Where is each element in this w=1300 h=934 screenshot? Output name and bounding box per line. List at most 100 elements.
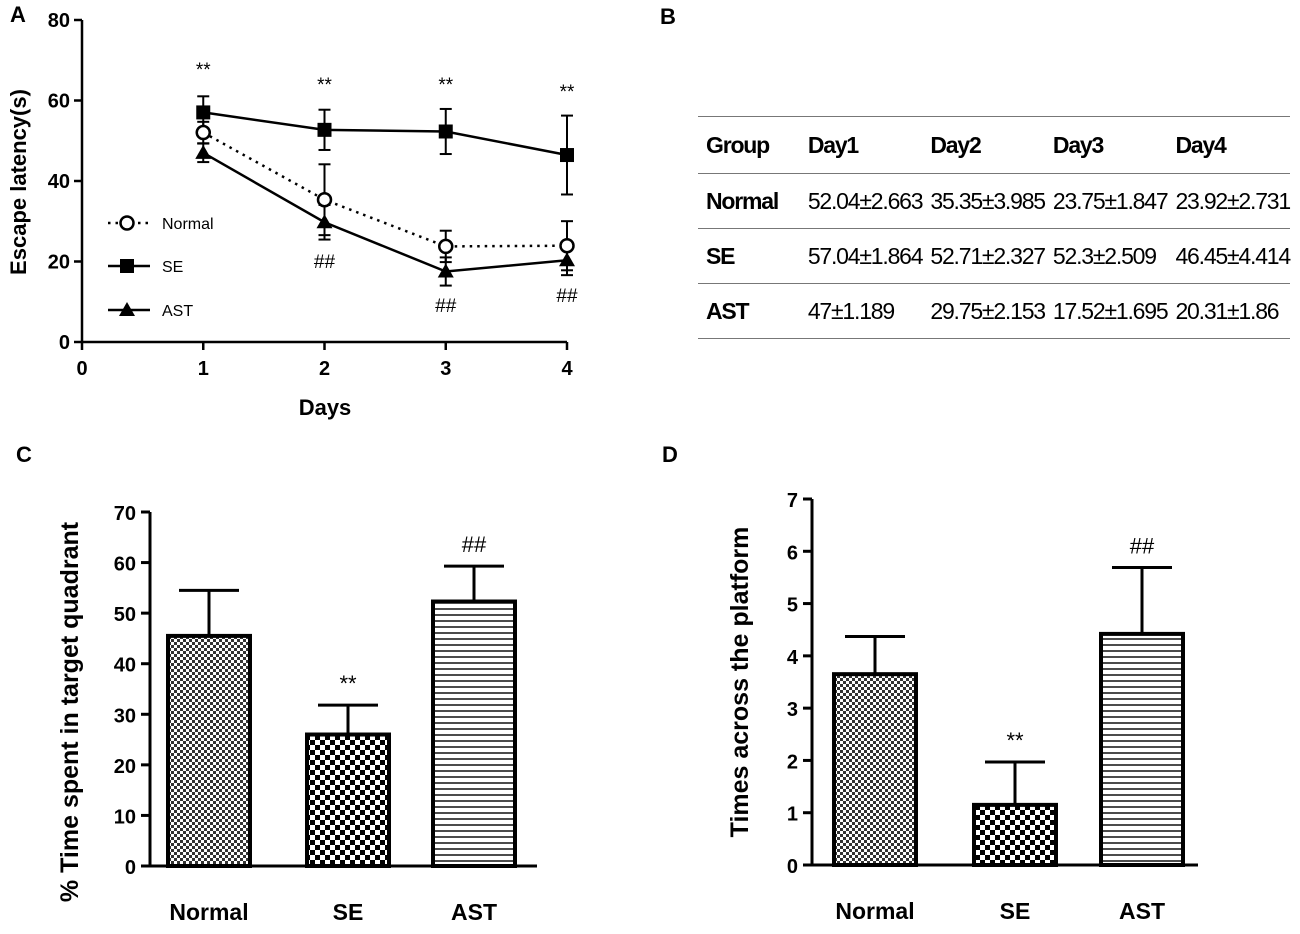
y-tick-label: 10 bbox=[114, 806, 136, 828]
y-tick-label: 7 bbox=[787, 490, 798, 512]
data-point-se bbox=[317, 122, 332, 137]
significance-marker: ** bbox=[438, 75, 453, 96]
panel-letter-a: A bbox=[10, 2, 26, 27]
x-tick-label: 4 bbox=[561, 358, 573, 380]
significance-marker: ** bbox=[196, 60, 211, 81]
significance-marker: ** bbox=[317, 75, 332, 96]
chart-c-y-label: % Time spent in target quadrant bbox=[56, 521, 84, 902]
table-cell-group: Normal bbox=[698, 173, 800, 229]
data-point-ast bbox=[316, 214, 333, 229]
y-tick-label: 80 bbox=[48, 10, 70, 32]
chart-c-axes: 0 10 20 30 40 50 60 70 bbox=[114, 503, 537, 879]
table-header-row: Group Day1 Day2 Day3 Day4 bbox=[698, 116, 1290, 174]
table-cell-group: AST bbox=[698, 283, 800, 339]
series-line-ast bbox=[202, 151, 568, 273]
table-cell: 47±1.189 bbox=[799, 283, 923, 339]
y-tick-label: 20 bbox=[114, 756, 136, 778]
x-tick-label: 3 bbox=[440, 358, 451, 380]
x-tick-label: Normal bbox=[835, 898, 914, 924]
data-point-se bbox=[196, 105, 211, 120]
significance-marker: ** bbox=[1006, 728, 1024, 753]
significance-marker: ## bbox=[314, 252, 336, 273]
y-tick-label: 40 bbox=[48, 171, 70, 193]
chart-a-x-label: Days bbox=[299, 395, 352, 420]
significance-marker: ## bbox=[435, 296, 457, 317]
table-header-day2: Day2 bbox=[922, 116, 1045, 174]
x-tick-label: AST bbox=[451, 899, 497, 925]
x-tick-label: Normal bbox=[169, 899, 248, 925]
y-tick-label: 3 bbox=[787, 699, 798, 721]
significance-marker: ## bbox=[556, 286, 578, 307]
table-cell-group: SE bbox=[698, 228, 800, 284]
x-tick-label: AST bbox=[1119, 898, 1165, 924]
y-tick-label: 70 bbox=[114, 503, 136, 525]
table-header-day3: Day3 bbox=[1044, 116, 1168, 174]
table-cell: 52.3±2.509 bbox=[1044, 228, 1168, 284]
table-cell: 29.75±2.153 bbox=[922, 283, 1046, 339]
legend-marker-normal bbox=[119, 215, 135, 231]
data-point-normal bbox=[438, 238, 454, 255]
x-tick-label: 2 bbox=[319, 358, 330, 380]
data-point-se bbox=[438, 124, 453, 139]
data-point-normal bbox=[195, 124, 211, 141]
chart-a-annotations: ** ** ## ** ## ** ## bbox=[196, 60, 578, 317]
significance-marker: ## bbox=[462, 532, 487, 557]
table-row: Normal 52.04±2.663 35.35±3.985 23.75±1.8… bbox=[698, 173, 1291, 229]
chart-a-ticks: 0 20 40 60 80 0 1 2 3 4 bbox=[48, 10, 574, 380]
table-row: AST 47±1.189 29.75±2.153 17.52±1.695 20.… bbox=[698, 283, 1290, 339]
y-tick-label: 5 bbox=[787, 595, 798, 617]
significance-marker: ** bbox=[560, 82, 575, 103]
table-cell: 35.35±3.985 bbox=[922, 173, 1046, 229]
data-point-normal bbox=[316, 191, 333, 208]
x-tick-label: 1 bbox=[198, 358, 209, 380]
table-header-day4: Day4 bbox=[1167, 116, 1290, 174]
chart-a-y-label: Escape latency(s) bbox=[6, 89, 31, 275]
panel-letter-c: C bbox=[16, 442, 32, 467]
series-line-se bbox=[203, 111, 568, 157]
table-cell: 46.45±4.414 bbox=[1167, 228, 1291, 284]
data-point-ast bbox=[195, 144, 212, 159]
y-tick-label: 4 bbox=[787, 647, 799, 669]
data-point-ast bbox=[437, 263, 454, 278]
chart-d-y-label: Times across the platform bbox=[726, 527, 754, 838]
y-tick-label: 1 bbox=[787, 804, 798, 826]
legend-label-normal: Normal bbox=[162, 216, 214, 233]
series-line-normal bbox=[202, 131, 568, 248]
y-tick-label: 6 bbox=[787, 542, 798, 564]
table-cell: 23.92±2.731 bbox=[1167, 173, 1291, 229]
chart-c-time-in-quadrant: 0 10 20 30 40 50 60 70 Normal SE ** AST ## % Time s… bbox=[56, 503, 537, 925]
y-tick-label: 50 bbox=[114, 604, 136, 626]
table-header-group: Group bbox=[698, 116, 800, 174]
chart-c-bars: Normal SE ** AST ## bbox=[166, 532, 517, 925]
legend-label-se: SE bbox=[162, 259, 183, 276]
x-tick-label: SE bbox=[1000, 898, 1031, 924]
y-tick-label: 2 bbox=[787, 751, 798, 773]
bar-normal bbox=[832, 672, 918, 868]
chart-a-legend: Normal SE AST bbox=[108, 215, 214, 320]
bar-se bbox=[972, 802, 1058, 867]
bar-ast bbox=[431, 599, 517, 868]
chart-d-bars: Normal SE ** AST ## bbox=[832, 533, 1185, 924]
y-tick-label: 0 bbox=[59, 332, 70, 354]
bar-se bbox=[305, 732, 391, 868]
y-tick-label: 0 bbox=[125, 857, 136, 879]
data-point-normal bbox=[559, 237, 575, 254]
panel-b-table: Group Day1 Day2 Day3 Day4 Normal 52.04±2… bbox=[698, 116, 1291, 339]
legend-marker-se bbox=[120, 259, 134, 273]
table-cell: 57.04±1.864 bbox=[799, 228, 924, 284]
y-tick-label: 30 bbox=[114, 705, 136, 727]
data-point-ast bbox=[559, 252, 575, 267]
table-cell: 52.71±2.327 bbox=[922, 228, 1046, 284]
table-row: SE 57.04±1.864 52.71±2.327 52.3±2.509 46… bbox=[698, 228, 1291, 284]
x-tick-label: 0 bbox=[76, 358, 87, 380]
bar-normal bbox=[166, 633, 252, 869]
y-tick-label: 60 bbox=[48, 91, 70, 113]
legend-marker-ast bbox=[119, 302, 135, 316]
table-cell: 20.31±1.86 bbox=[1167, 283, 1290, 339]
bar-ast bbox=[1099, 631, 1185, 868]
x-tick-label: SE bbox=[333, 899, 364, 925]
y-tick-label: 0 bbox=[787, 856, 798, 878]
panel-letter-b: B bbox=[660, 4, 676, 29]
table-cell: 17.52±1.695 bbox=[1044, 283, 1169, 339]
